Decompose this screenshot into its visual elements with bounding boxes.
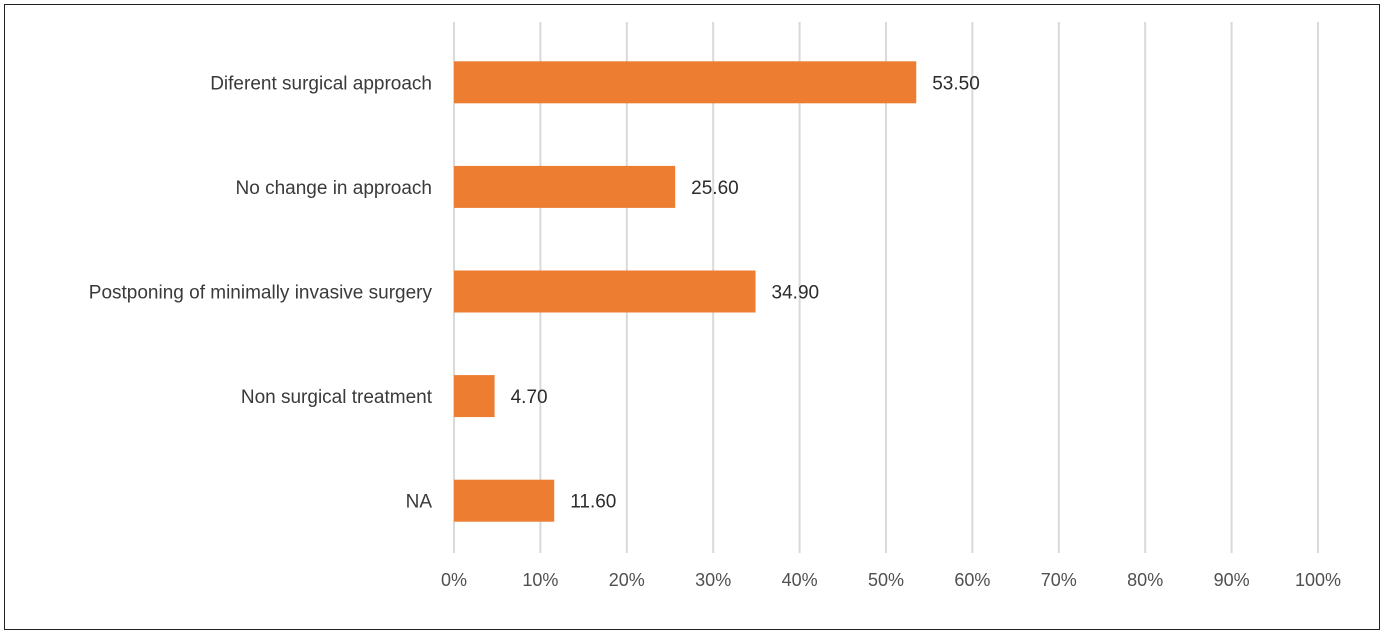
x-tick-label: 90% <box>1214 570 1250 590</box>
data-label: 11.60 <box>570 492 616 513</box>
bar <box>454 61 917 104</box>
x-tick-label: 10% <box>522 570 558 590</box>
bar <box>454 270 756 313</box>
data-label: 53.50 <box>932 73 980 94</box>
labels: Diferent surgical approach 53.50 No change… <box>89 73 980 512</box>
bar <box>454 375 495 418</box>
category-label: NA <box>406 492 433 513</box>
x-axis-ticks: 0% 10% 20% 30% 40% 50% 60% 70% 80% 90% 100% <box>441 570 1341 590</box>
bars <box>454 61 917 522</box>
gridlines <box>453 22 1319 553</box>
chart-frame <box>4 4 1380 630</box>
x-tick-label: 70% <box>1041 570 1077 590</box>
category-label: Postponing of minimally invasive surgery <box>89 283 433 304</box>
x-tick-label: 30% <box>695 570 731 590</box>
data-label: 25.60 <box>691 178 739 199</box>
x-tick-label: 60% <box>954 570 990 590</box>
category-label: Non surgical treatment <box>241 387 433 408</box>
x-tick-label: 40% <box>782 570 818 590</box>
x-tick-label: 0% <box>441 570 467 590</box>
bar <box>454 479 555 522</box>
x-tick-label: 50% <box>868 570 904 590</box>
x-tick-label: 100% <box>1295 570 1341 590</box>
data-label: 4.70 <box>511 387 548 408</box>
category-label: Diferent surgical approach <box>210 73 432 94</box>
category-label: No change in approach <box>236 178 432 199</box>
x-tick-label: 80% <box>1127 570 1163 590</box>
x-tick-label: 20% <box>609 570 645 590</box>
data-label: 34.90 <box>772 283 820 304</box>
bar <box>454 165 676 208</box>
